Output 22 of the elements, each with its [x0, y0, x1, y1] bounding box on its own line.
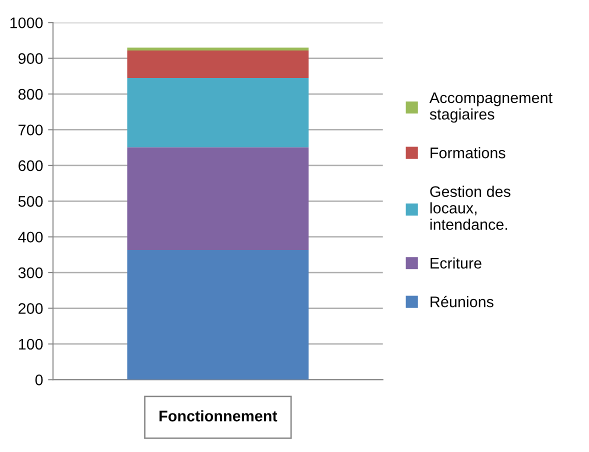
y-tick-label: 700	[18, 124, 43, 136]
y-tick-label: 800	[18, 88, 43, 100]
legend-label: Ecriture	[430, 257, 482, 269]
legend-label: Accompagnement stagiaires	[429, 92, 552, 123]
legend-label: Gestion des locaux, intendance.	[430, 186, 510, 230]
bar	[127, 48, 309, 50]
y-tick-label: 400	[18, 232, 43, 243]
bar	[127, 147, 309, 250]
y-tick-label: 600	[18, 160, 43, 172]
bar	[127, 250, 309, 380]
y-tick-label: 900	[18, 53, 43, 64]
x-tick-label: Fonctionnement	[160, 410, 278, 422]
y-tick-label: 300	[18, 267, 43, 278]
y-tick-label: 0	[35, 374, 43, 386]
legend-label: Formations	[430, 147, 506, 158]
y-tick-label: 100	[18, 338, 43, 350]
y-tick-label: 500	[18, 196, 43, 207]
y-tick-label: 200	[18, 303, 43, 314]
bar	[127, 78, 309, 148]
bar	[127, 50, 309, 78]
y-tick-label: 1000	[10, 17, 43, 28]
legend-label: Réunions	[430, 296, 494, 308]
